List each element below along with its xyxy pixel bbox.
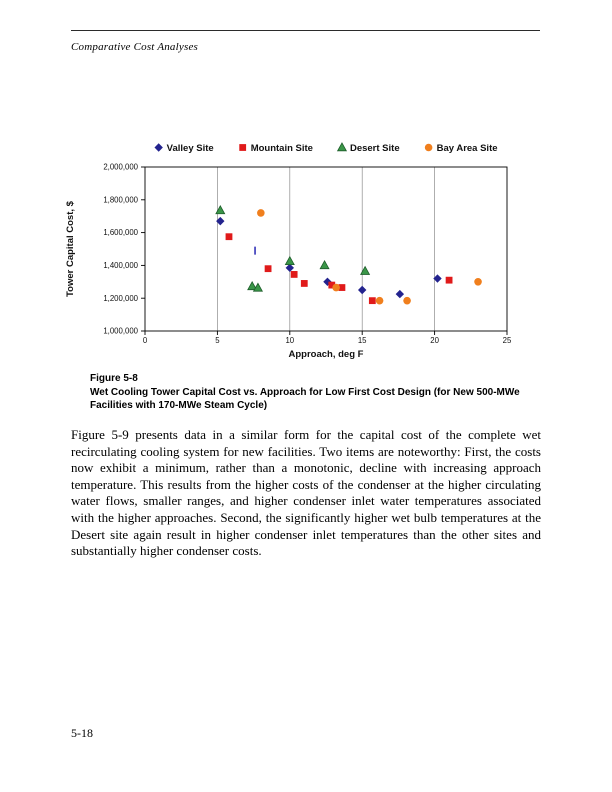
- tick-label: 20: [430, 336, 439, 345]
- tick-label: 2,000,000: [103, 163, 138, 172]
- tick-label: 5: [215, 336, 220, 345]
- legend-text: Desert Site: [350, 143, 400, 154]
- legend-text: Mountain Site: [251, 143, 313, 154]
- tick-label: 1,600,000: [103, 228, 138, 237]
- triangle-marker: [336, 142, 348, 152]
- chart-legend: Valley Site Mountain Site Desert Site Bay A…: [154, 142, 498, 154]
- circle-marker: [424, 143, 433, 152]
- circle-marker: [257, 209, 265, 217]
- square-marker: [264, 265, 272, 273]
- square-marker: [239, 144, 247, 151]
- square-marker: [445, 276, 453, 284]
- running-header: Comparative Cost Analyses: [71, 41, 199, 53]
- tick-label: 1,800,000: [103, 195, 138, 204]
- legend-text: Valley Site: [167, 143, 214, 154]
- legend-text: Bay Area Site: [437, 143, 498, 154]
- header-rule: [71, 30, 540, 31]
- diamond-marker: [285, 263, 294, 273]
- diamond-marker: [154, 143, 163, 152]
- triangle-marker: [360, 265, 371, 275]
- square-marker: [328, 281, 336, 289]
- triangle-marker: [319, 259, 330, 270]
- body-paragraph: Figure 5-9 presents data in a similar fo…: [71, 427, 541, 559]
- axis-title: Approach, deg F: [289, 349, 364, 360]
- page-number: 5-18: [71, 726, 93, 740]
- tick-label: 0: [143, 336, 148, 345]
- tick-label: 25: [503, 336, 512, 345]
- triangle-marker: [215, 205, 226, 215]
- figure-label: Figure 5-8: [90, 373, 138, 384]
- tick-label: 10: [285, 336, 294, 345]
- legend-item: Mountain Site: [239, 143, 313, 154]
- figure-chart: 1,000,000 1,200,000 1,400,000 1,600,000 1,80…: [60, 138, 540, 388]
- diamond-marker: [216, 216, 225, 226]
- triangle-marker: [252, 282, 263, 292]
- square-marker: [290, 271, 298, 278]
- legend-item: Desert Site: [336, 142, 400, 154]
- tick-label: 15: [358, 336, 367, 345]
- square-marker: [300, 280, 308, 287]
- figure-caption: Wet Cooling Tower Capital Cost vs. Appro…: [90, 387, 520, 411]
- square-marker: [338, 284, 346, 291]
- circle-marker: [375, 296, 384, 305]
- square-marker: [368, 297, 376, 305]
- diamond-marker: [358, 285, 367, 295]
- diamond-marker: [395, 289, 405, 299]
- circle-marker: [474, 278, 482, 286]
- triangle-marker: [247, 280, 258, 291]
- figure-caption-block: Figure 5-8 Wet Cooling Tower Capital Cos…: [90, 372, 542, 412]
- tick-label: 1,400,000: [103, 261, 138, 270]
- axis-title: Tower Capital Cost, $: [65, 200, 76, 297]
- circle-marker: [403, 296, 411, 305]
- tick-label: 1,200,000: [103, 294, 138, 303]
- square-marker: [225, 233, 233, 241]
- diamond-marker: [433, 274, 442, 283]
- circle-marker: [332, 283, 340, 292]
- plot-border: [144, 166, 508, 332]
- legend-item: Bay Area Site: [424, 143, 498, 154]
- triangle-marker: [284, 255, 295, 266]
- tick-label: 1,000,000: [103, 327, 138, 336]
- legend-item: Valley Site: [154, 143, 214, 154]
- scatter-chart: 1,000,000 1,200,000 1,400,000 1,600,000 1,80…: [65, 142, 512, 360]
